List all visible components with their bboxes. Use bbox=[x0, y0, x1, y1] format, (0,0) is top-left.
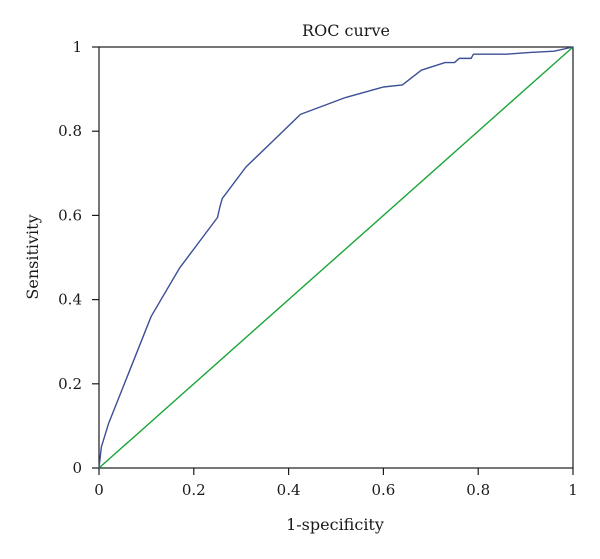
roc-curve-line bbox=[98, 46, 574, 469]
reference-diagonal-line bbox=[98, 46, 574, 469]
x-tick-label: 0.2 bbox=[182, 481, 206, 499]
x-tick-label: 0.6 bbox=[371, 481, 395, 499]
y-tick-label: 0.8 bbox=[58, 122, 82, 140]
y-tick-label: 1 bbox=[72, 38, 82, 56]
y-axis-label: Sensitivity bbox=[23, 214, 42, 299]
axis-ticks: 0 0.2 0.4 0.6 0.8 1 0 0.2 0.4 0.6 0.8 1 bbox=[58, 38, 578, 499]
chart-title: ROC curve bbox=[302, 21, 390, 40]
y-tick-label: 0.6 bbox=[58, 206, 82, 224]
plot-frame bbox=[98, 46, 574, 469]
x-axis-label: 1-specificity bbox=[286, 515, 384, 534]
y-tick-label: 0.2 bbox=[58, 375, 82, 393]
x-tick-label: 0.4 bbox=[277, 481, 301, 499]
series-layer bbox=[98, 46, 574, 469]
x-tick-label: 0 bbox=[94, 481, 104, 499]
x-tick-label: 0.8 bbox=[466, 481, 490, 499]
x-tick-label: 1 bbox=[568, 481, 578, 499]
y-tick-label: 0 bbox=[72, 459, 82, 477]
y-tick-label: 0.4 bbox=[58, 291, 82, 309]
